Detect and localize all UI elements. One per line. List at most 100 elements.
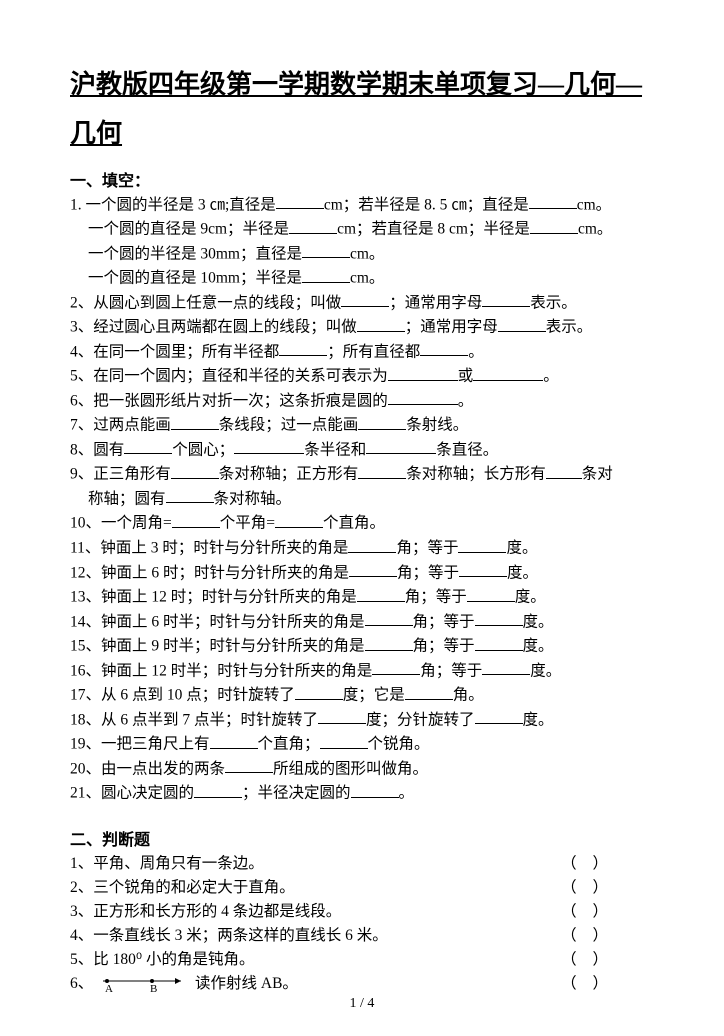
q13: 13、钟面上 12 时；时针与分针所夹的角是角；等于度。 [70, 585, 654, 610]
ray-label-a: A [105, 983, 113, 993]
q18: 18、从 6 点半到 7 点半；时针旋转了度；分针旋转了度。 [70, 708, 654, 733]
q12: 12、钟面上 6 时；时针与分针所夹的角是角；等于度。 [70, 561, 654, 586]
judge-text: 1、平角、周角只有一条边。 [70, 852, 264, 876]
blank [289, 217, 337, 234]
q11: 11、钟面上 3 时；时针与分针所夹的角是角；等于度。 [70, 536, 654, 561]
blank [529, 193, 577, 210]
ray-label-b: B [150, 983, 157, 993]
judge-paren: （ ） [561, 900, 654, 924]
blank [458, 536, 506, 553]
judge-3: 3、正方形和长方形的 4 条边都是线段。 （ ） [70, 900, 654, 924]
blank [358, 413, 406, 430]
judge-text: 6、 A B 读作射线 AB。 [70, 972, 298, 996]
q14: 14、钟面上 6 时半；时针与分针所夹的角是角；等于度。 [70, 610, 654, 635]
blank [172, 511, 220, 528]
judge-text: 3、正方形和长方形的 4 条边都是线段。 [70, 900, 341, 924]
blank [388, 389, 458, 406]
q1-line-b: 一个圆的直径是 9cm；半径是cm；若直径是 8 cm；半径是cm。 [70, 217, 654, 242]
q19: 19、一把三角尺上有个直角；个锐角。 [70, 732, 654, 757]
blank [302, 242, 350, 259]
blank [459, 561, 507, 578]
blank [194, 781, 242, 798]
q3: 3、经过圆心且两端都在圆上的线段；叫做；通常用字母表示。 [70, 315, 654, 340]
judge-text: 4、一条直线长 3 米；两条这样的直线长 6 米。 [70, 924, 388, 948]
judge-text: 5、比 180⁰ 小的角是钝角。 [70, 948, 254, 972]
blank [210, 732, 258, 749]
blank [467, 585, 515, 602]
section-1-header: 一、填空： [70, 167, 654, 191]
q1-line-c: 一个圆的半径是 30mm；直径是cm。 [70, 242, 654, 267]
blank [349, 561, 397, 578]
spacer [70, 806, 654, 820]
blank [295, 683, 343, 700]
blank [546, 462, 582, 479]
q6: 6、把一张圆形纸片对折一次；这条折痕是圆的。 [70, 389, 654, 414]
judge-6: 6、 A B 读作射线 AB。 （ ） [70, 972, 654, 996]
blank [530, 217, 578, 234]
q5: 5、在同一个圆内；直径和半径的关系可表示为或。 [70, 364, 654, 389]
blank [348, 536, 396, 553]
blank [475, 610, 523, 627]
blank [358, 462, 406, 479]
q9-line-b: 称轴；圆有条对称轴。 [70, 487, 654, 512]
blank [498, 315, 546, 332]
q21: 21、圆心决定圆的；半径决定圆的。 [70, 781, 654, 806]
blank [357, 585, 405, 602]
blank [318, 708, 366, 725]
blank [171, 462, 219, 479]
judge-1: 1、平角、周角只有一条边。 （ ） [70, 852, 654, 876]
q1-line-a: 1. 一个圆的半径是 3 ㎝;直径是cm；若半径是 8. 5 ㎝；直径是cm。 [70, 193, 654, 218]
blank [351, 781, 399, 798]
blank [482, 659, 530, 676]
judge-4: 4、一条直线长 3 米；两条这样的直线长 6 米。 （ ） [70, 924, 654, 948]
blank [225, 757, 273, 774]
title-line-1: 沪教版四年级第一学期数学期末单项复习—几何— [70, 70, 642, 99]
judge-paren: （ ） [561, 924, 654, 948]
blank [341, 291, 389, 308]
blank [372, 659, 420, 676]
blank [482, 291, 530, 308]
judge-paren: （ ） [561, 948, 654, 972]
blank [279, 340, 327, 357]
blank [420, 340, 468, 357]
blank [275, 511, 323, 528]
blank [166, 487, 214, 504]
document-page: 沪教版四年级第一学期数学期末单项复习—几何— 几何 一、填空： 1. 一个圆的半… [0, 0, 724, 1036]
blank [357, 315, 405, 332]
judge-2: 2、三个锐角的和必定大于直角。 （ ） [70, 876, 654, 900]
judge-paren: （ ） [561, 972, 654, 996]
ray-diagram-icon: A B [97, 975, 187, 993]
q20: 20、由一点出发的两条所组成的图形叫做角。 [70, 757, 654, 782]
blank [366, 438, 436, 455]
blank [234, 438, 304, 455]
blank [388, 364, 458, 381]
q15: 15、钟面上 9 时半；时针与分针所夹的角是角；等于度。 [70, 634, 654, 659]
judge-5: 5、比 180⁰ 小的角是钝角。 （ ） [70, 948, 654, 972]
blank [473, 364, 543, 381]
document-title: 沪教版四年级第一学期数学期末单项复习—几何— 几何 [70, 60, 654, 159]
blank [320, 732, 368, 749]
blank [171, 413, 219, 430]
q7: 7、过两点能画条线段；过一点能画条射线。 [70, 413, 654, 438]
blank [302, 266, 350, 283]
q8: 8、圆有个圆心；条半径和条直径。 [70, 438, 654, 463]
judge-paren: （ ） [561, 876, 654, 900]
blank [276, 193, 324, 210]
blank [124, 438, 172, 455]
q9-line-a: 9、正三角形有条对称轴；正方形有条对称轴；长方形有条对 [70, 462, 654, 487]
blank [365, 610, 413, 627]
blank [365, 634, 413, 651]
blank [405, 683, 453, 700]
blank [475, 708, 523, 725]
q16: 16、钟面上 12 时半；时针与分针所夹的角是角；等于度。 [70, 659, 654, 684]
blank [475, 634, 523, 651]
q2: 2、从圆心到圆上任意一点的线段；叫做；通常用字母表示。 [70, 291, 654, 316]
section-2-header: 二、判断题 [70, 826, 654, 850]
q1-line-d: 一个圆的直径是 10mm；半径是cm。 [70, 266, 654, 291]
q4: 4、在同一个圆里；所有半径都；所有直径都。 [70, 340, 654, 365]
title-line-2: 几何 [70, 119, 122, 148]
page-number: 1 / 4 [0, 996, 724, 1012]
judge-paren: （ ） [561, 852, 654, 876]
q17: 17、从 6 点到 10 点；时针旋转了度；它是角。 [70, 683, 654, 708]
judge-text: 2、三个锐角的和必定大于直角。 [70, 876, 295, 900]
